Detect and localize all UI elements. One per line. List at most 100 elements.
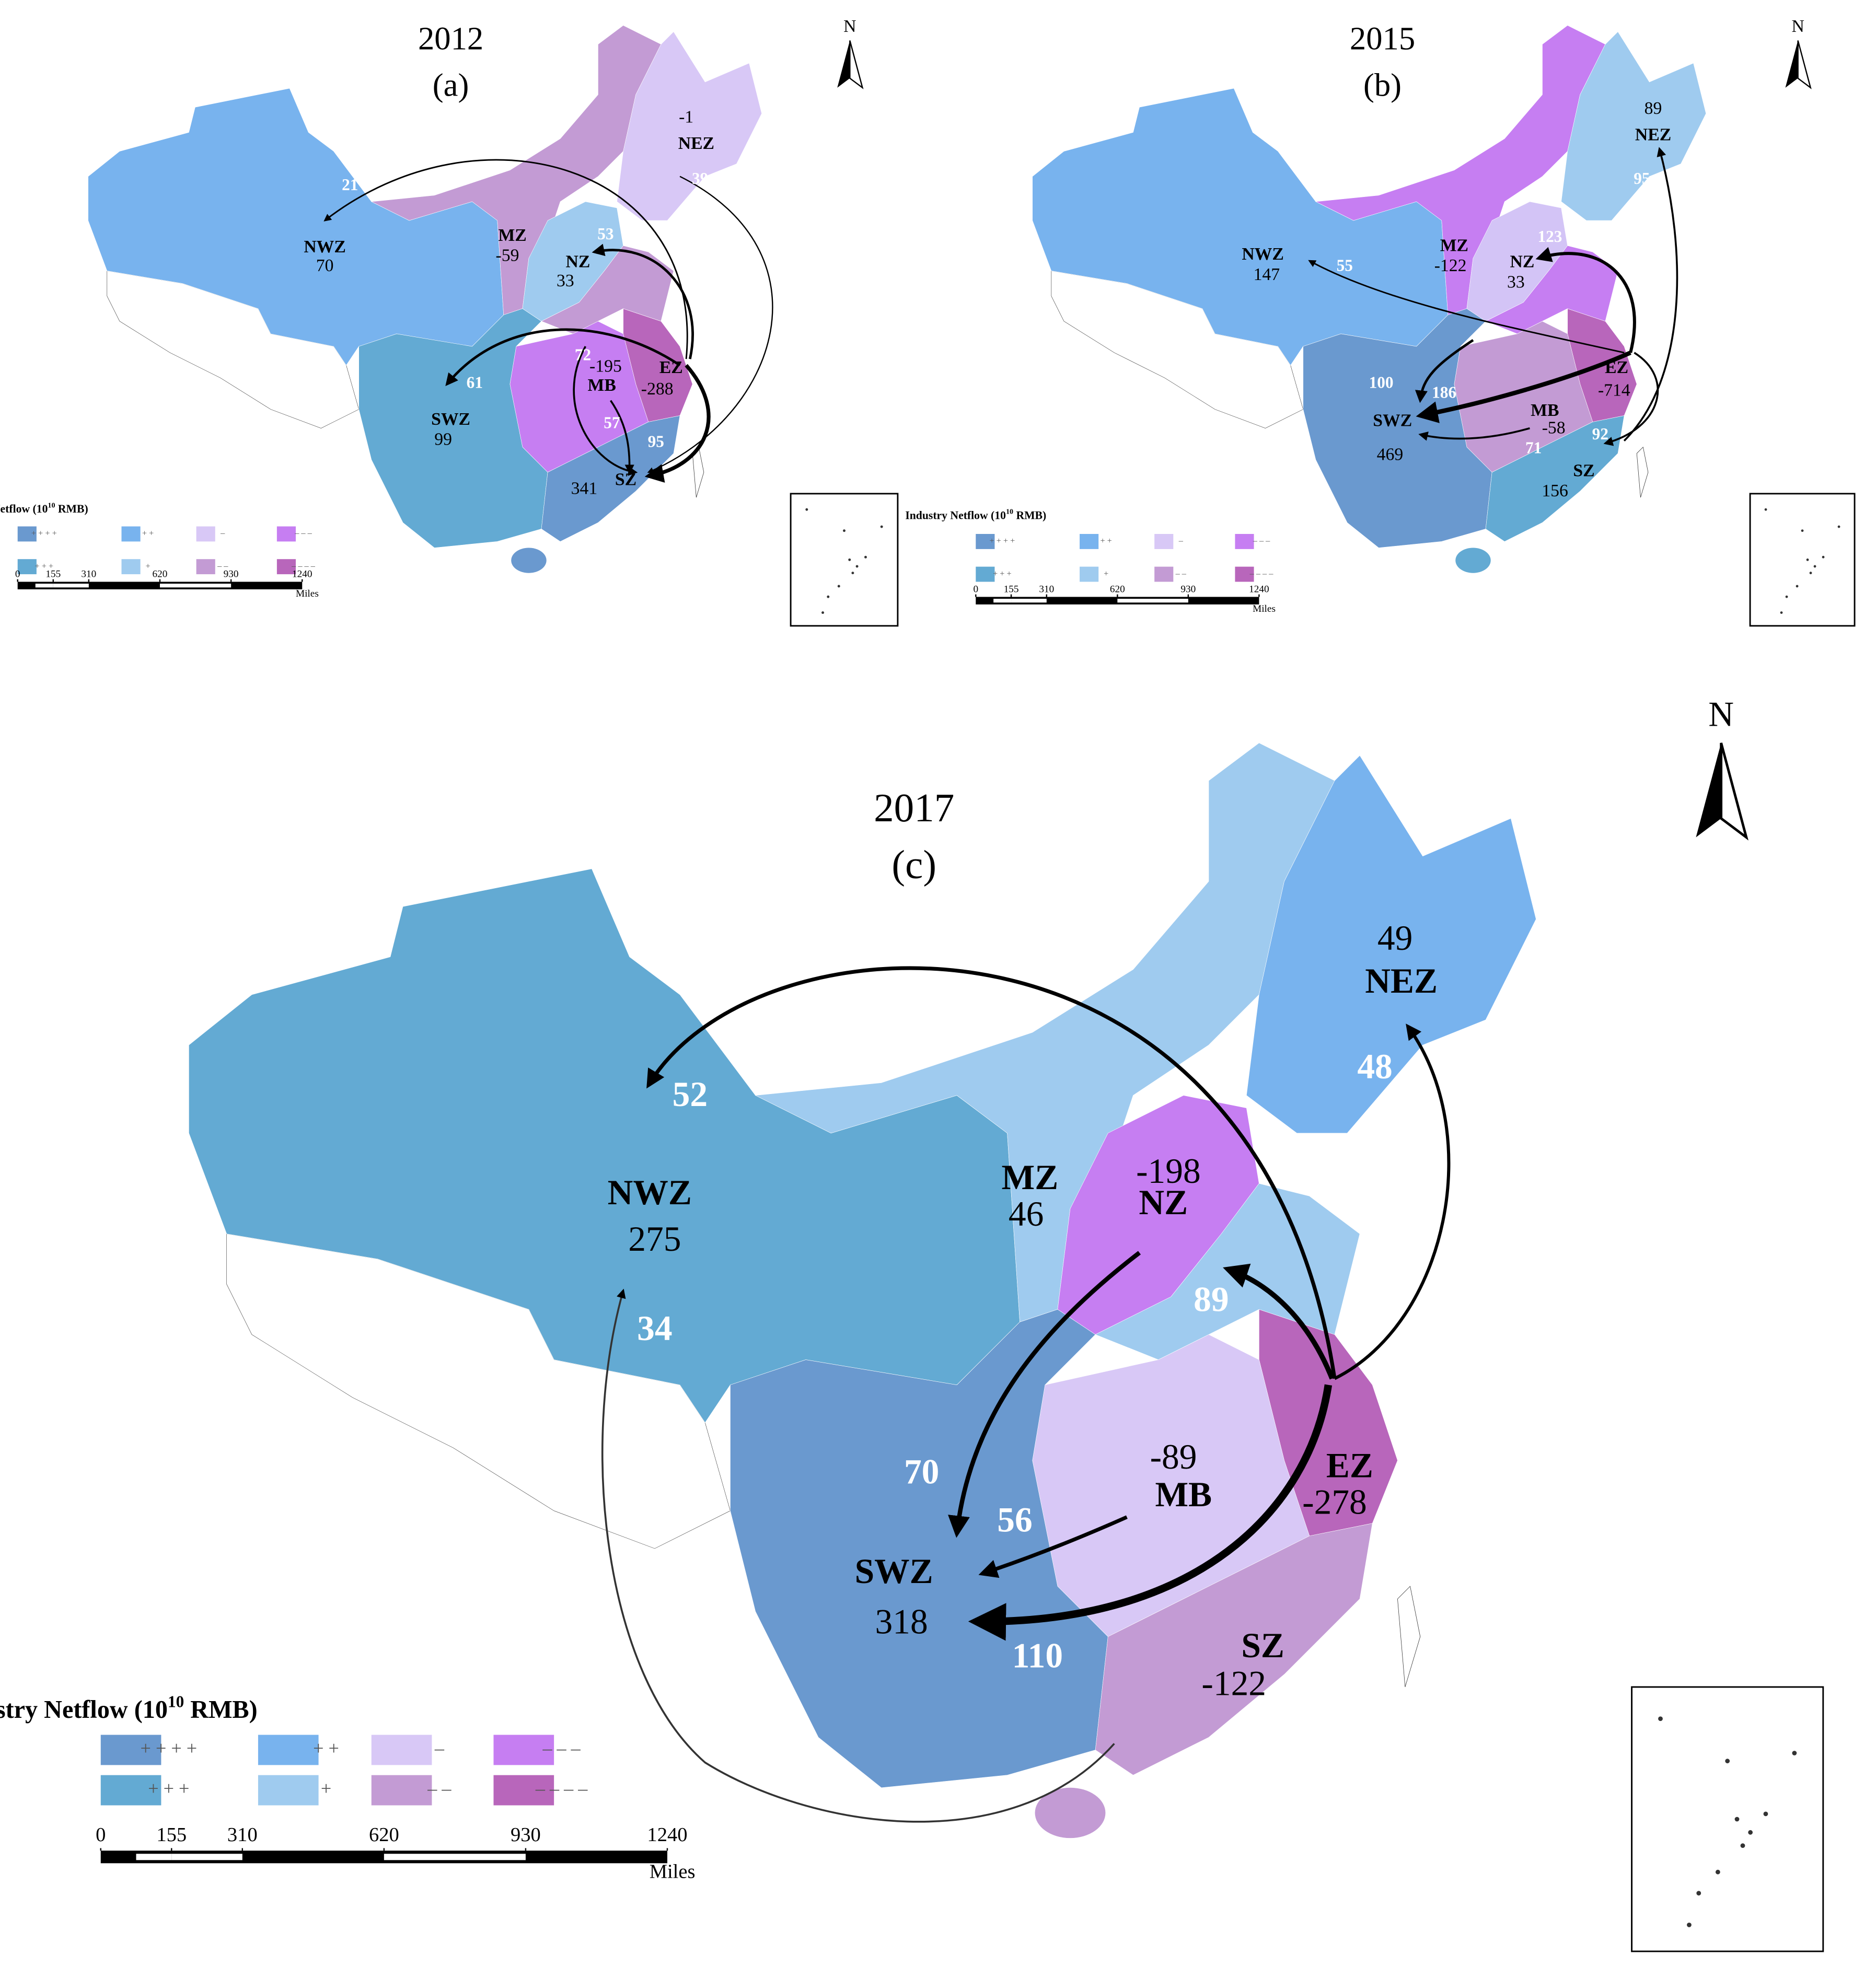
flow-value: 95 — [648, 433, 664, 451]
legend-exponent: 10 — [1006, 508, 1013, 516]
inset-island — [1792, 1751, 1797, 1755]
legend-swatch — [1154, 534, 1174, 549]
region — [1095, 1523, 1372, 1775]
region-name: NEZ — [678, 134, 714, 153]
inset-island — [1764, 508, 1767, 511]
region-value: 99 — [434, 429, 452, 449]
region-value: -1 — [679, 108, 693, 127]
flow-arrow — [573, 346, 638, 476]
legend-swatch — [17, 559, 37, 575]
region-name: EZ — [1326, 1446, 1373, 1485]
region-name: SWZ — [431, 410, 470, 429]
region-name: NEZ — [1365, 961, 1438, 1000]
region-value: 33 — [557, 271, 574, 290]
flow-value: 21 — [342, 176, 358, 194]
flow-value: 57 — [604, 414, 620, 432]
region-value: 275 — [628, 1219, 681, 1259]
inset-island — [851, 572, 854, 575]
hainan — [1455, 548, 1491, 573]
region-name: MZ — [498, 226, 526, 245]
inset-island — [1696, 1891, 1701, 1896]
legend-swatch — [258, 1735, 319, 1765]
region-name: MB — [1155, 1475, 1212, 1514]
north-arrow: N — [837, 17, 864, 89]
inset-island — [855, 565, 859, 568]
scale-label: 1240 — [1249, 584, 1269, 595]
region-value: -288 — [641, 379, 674, 399]
inset-frame — [1631, 1686, 1824, 1952]
legend-title: Industry Netflow (1010 RMB) — [0, 1693, 258, 1724]
region — [1486, 416, 1624, 542]
panel-label: (b) — [1363, 66, 1402, 103]
region-name: NWZ — [1242, 245, 1284, 264]
flow-value: 48 — [1357, 1047, 1392, 1086]
flow-value: 53 — [597, 225, 613, 243]
legend-symbol: + + + — [148, 1778, 189, 1799]
scale-label: 620 — [1110, 584, 1125, 595]
legend-symbol: + + + — [35, 561, 54, 571]
scale-label: 620 — [153, 568, 168, 579]
north-arrow: N — [1785, 17, 1812, 89]
legend-swatch — [1154, 566, 1174, 582]
region — [541, 246, 674, 334]
legend-title: Industry Netflow (1010 RMB) — [905, 508, 1046, 521]
flow-arrow — [592, 243, 694, 359]
legend-symbol: – – — [427, 1778, 451, 1799]
region-value: 147 — [1254, 265, 1280, 284]
region-value: 70 — [316, 256, 334, 275]
region-name: NWZ — [608, 1173, 692, 1212]
scale-segment — [1117, 599, 1188, 603]
region-value: -59 — [496, 246, 519, 265]
region-value: -89 — [1150, 1437, 1197, 1476]
legend-exponent: 10 — [48, 502, 55, 510]
flow-value: 71 — [1525, 439, 1542, 457]
legend-swatch — [371, 1735, 432, 1765]
region-name: MB — [588, 376, 616, 395]
legend-swatch — [493, 1775, 554, 1806]
inset-island — [827, 595, 830, 598]
region — [730, 1309, 1108, 1788]
region-value: -195 — [589, 357, 622, 376]
flow-arrow — [1535, 247, 1636, 353]
inset-island — [1796, 585, 1799, 588]
region-name: SWZ — [855, 1552, 933, 1591]
legend-symbol: + + + + — [141, 1738, 198, 1759]
flow-value: 95 — [1634, 169, 1650, 188]
flow-value: 39 — [692, 169, 708, 188]
legend-symbol: + — [1104, 569, 1108, 578]
flow-arrow — [968, 1384, 1333, 1641]
inset-island — [1822, 555, 1825, 559]
legend-swatch — [1080, 534, 1099, 549]
region-value: 46 — [1009, 1194, 1044, 1234]
flow-value: 61 — [467, 373, 483, 391]
inset-island — [1748, 1830, 1753, 1835]
map — [189, 743, 1536, 1839]
north-symbol — [1696, 742, 1721, 837]
inset-island — [1806, 558, 1809, 561]
legend-swatch — [100, 1775, 161, 1806]
scale-segment — [384, 1854, 526, 1860]
region-name: SZ — [1573, 461, 1594, 481]
inset-frame — [790, 493, 899, 627]
legend-swatch — [1235, 566, 1254, 582]
region — [1486, 246, 1618, 334]
scale-label: 0 — [15, 568, 20, 579]
flow-arrow — [1418, 427, 1530, 441]
inset-island — [1658, 1716, 1663, 1721]
legend-swatch — [276, 526, 296, 542]
legend-symbol: – — [1178, 536, 1184, 545]
hainan — [511, 548, 547, 573]
legend-symbol: + + + — [993, 569, 1012, 578]
region-name: SWZ — [1373, 411, 1412, 430]
legend-symbol: – – — [217, 561, 228, 571]
legend-symbol: + — [321, 1778, 331, 1799]
legend-swatch — [371, 1775, 432, 1806]
region-name: MZ — [1440, 236, 1468, 255]
region-value: 341 — [571, 479, 598, 498]
flow-arrow — [1416, 351, 1631, 423]
flow-arrow — [610, 400, 634, 474]
scale-segment — [159, 584, 231, 588]
region-value: 89 — [1645, 99, 1662, 118]
panel-label: (a) — [433, 66, 469, 103]
